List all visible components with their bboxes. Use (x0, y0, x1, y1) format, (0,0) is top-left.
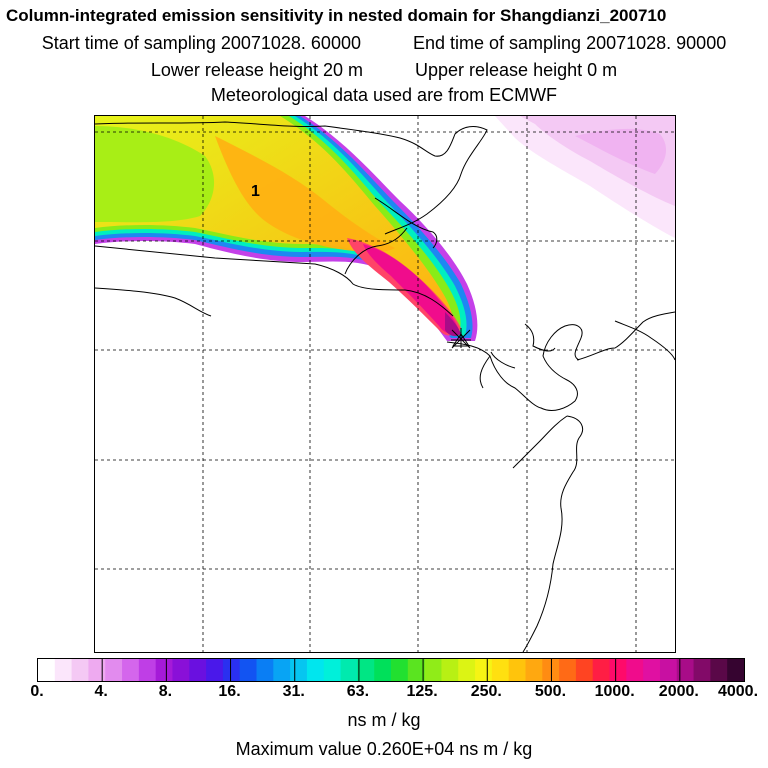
colorbar-swatch (71, 659, 90, 681)
plume-source-core (445, 312, 461, 337)
colorbar-swatch (357, 659, 375, 681)
lower-release-label: Lower release height 20 m (150, 60, 363, 80)
sensitivity-map: 1 (94, 115, 676, 653)
colorbar-swatch (222, 659, 241, 681)
end-time-label: End time of sampling 20071028. 90000 (412, 33, 727, 53)
plume (95, 116, 478, 341)
colorbar-swatch (508, 659, 527, 681)
colorbar-swatch (659, 659, 678, 681)
colorbar-swatch (340, 659, 358, 681)
colorbar-tick-label: 4. (94, 683, 108, 700)
start-time-label: Start time of sampling 20071028. 60000 (41, 33, 361, 53)
colorbar-swatch (323, 659, 342, 681)
colorbar-swatch (155, 659, 174, 681)
colorbar-swatch (407, 659, 426, 681)
coastlines (95, 121, 675, 652)
sampling-times: Start time of sampling 20071028. 60000 En… (0, 33, 768, 54)
colorbar-tick-label: 500. (534, 683, 567, 700)
colorbar-swatch (458, 659, 476, 681)
colorbar-swatch (206, 659, 224, 681)
map-canvas: 1 (95, 116, 675, 652)
colorbar-tick-label: 16. (218, 683, 241, 700)
colorbar-swatch (38, 659, 56, 681)
colorbar-swatch (172, 659, 190, 681)
colorbar-swatch (475, 659, 493, 681)
colorbar-swatch (575, 659, 594, 681)
colorbar-swatch (122, 659, 140, 681)
met-data-label: Meteorological data used are from ECMWF (210, 85, 558, 105)
colorbar-tick-label: 0. (30, 683, 44, 700)
colorbar-tick-label: 31. (282, 683, 305, 700)
colorbar-swatch (374, 659, 392, 681)
colorbar-swatch (491, 659, 510, 681)
colorbar-swatch (559, 659, 577, 681)
colorbar-tick-label: 63. (346, 683, 370, 700)
colorbar-swatch (189, 659, 207, 681)
colorbar-swatch (693, 659, 711, 681)
colorbar-tick-label: 1000. (594, 683, 635, 700)
colorbar-swatch (609, 659, 627, 681)
lat-lon-grid (95, 116, 675, 652)
colorbar-swatch (424, 659, 443, 681)
plume-orange-core (215, 136, 395, 252)
colorbar-swatch (391, 659, 409, 681)
plume-green-west (95, 126, 215, 223)
colorbar-swatch (525, 659, 543, 681)
colorbar-swatch (306, 659, 325, 681)
faint-ne-field (495, 116, 675, 238)
colorbar-swatch (441, 659, 459, 681)
colorbar-swatch (239, 659, 258, 681)
colorbar-swatch (105, 659, 123, 681)
colorbar-swatch (676, 659, 695, 681)
colorbar-swatch (138, 659, 157, 681)
release-site-marker (451, 328, 471, 349)
plot-title: Column-integrated emission sensitivity i… (6, 6, 667, 25)
colorbar-swatch (592, 659, 611, 681)
colorbar (37, 658, 745, 682)
colorbar-swatch (273, 659, 291, 681)
units-label: ns m / kg (347, 710, 421, 730)
colorbar-swatch (256, 659, 274, 681)
maximum-value-label: Maximum value 0.260E+04 ns m / kg (235, 739, 533, 759)
colorbar-tick-label: 8. (158, 683, 173, 700)
colorbar-swatch (54, 659, 73, 681)
cluster-label: 1 (251, 183, 260, 200)
colorbar-tick-label: 2000. (658, 683, 699, 700)
colorbar-swatch (290, 659, 308, 681)
colorbar-swatch (626, 659, 644, 681)
colorbar-swatch (710, 659, 728, 681)
colorbar-tick-label: 125. (406, 683, 438, 700)
colorbar-tick-label: 4000. (717, 683, 759, 700)
colorbar-swatch (88, 659, 106, 681)
colorbar-swatch (727, 659, 744, 681)
colorbar-swatches (38, 659, 744, 681)
release-heights: Lower release height 20 m Upper release h… (0, 60, 768, 81)
colorbar-tick-label: 250. (470, 683, 502, 700)
plume-magenta (363, 244, 459, 334)
upper-release-label: Upper release height 0 m (415, 60, 618, 80)
colorbar-swatch (643, 659, 661, 681)
